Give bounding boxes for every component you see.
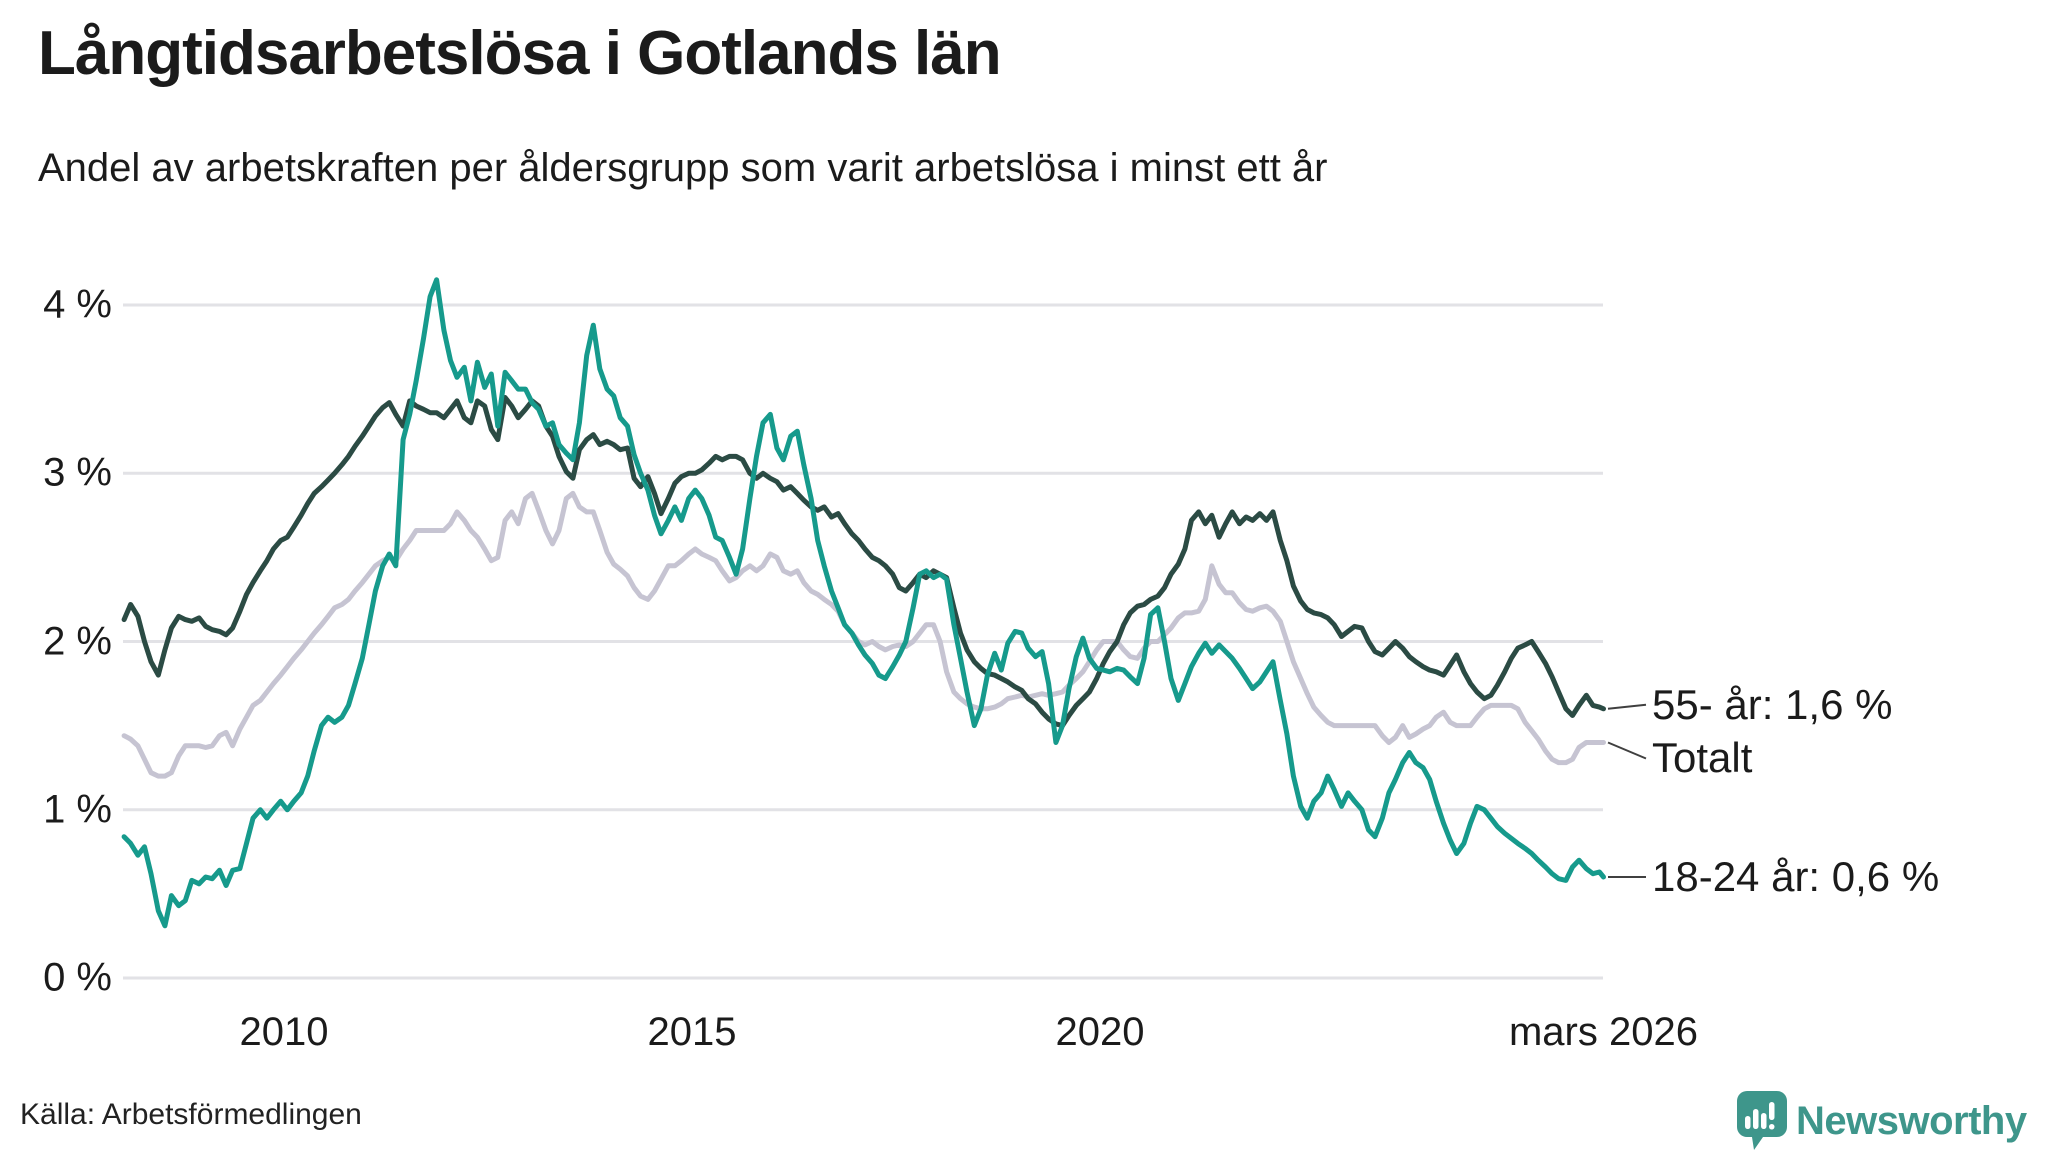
series-label-18-24: 18-24 år: 0,6 % — [1652, 853, 1940, 901]
newsworthy-logo: Newsworthy — [1736, 1090, 2027, 1152]
y-tick-label-3: 3 % — [43, 450, 112, 495]
y-tick-label-1: 1 % — [43, 787, 112, 832]
x-tick-label-2015: 2015 — [647, 1010, 737, 1054]
series-label-totalt: Totalt — [1652, 734, 1753, 782]
newsworthy-bubble-chart-icon — [1737, 1091, 1787, 1150]
series-label-55plus: 55- år: 1,6 % — [1652, 680, 1893, 728]
x-tick-label-2010: 2010 — [239, 1010, 329, 1054]
page-title: Långtidsarbetslösa i Gotlands län — [38, 19, 1002, 88]
y-tick-label-0: 0 % — [43, 955, 112, 1000]
y-tick-label-4: 4 % — [43, 282, 112, 327]
x-tick-label-mars-2026: mars 2026 — [1508, 1010, 1698, 1054]
source-note: Källa: Arbetsförmedlingen — [20, 1098, 362, 1131]
x-tick-label-2020: 2020 — [1055, 1010, 1145, 1054]
newsworthy-logo-text: Newsworthy — [1796, 1098, 2027, 1143]
page-subtitle: Andel av arbetskraften per åldersgrupp s… — [38, 146, 1328, 190]
y-tick-label-2: 2 % — [43, 619, 112, 663]
